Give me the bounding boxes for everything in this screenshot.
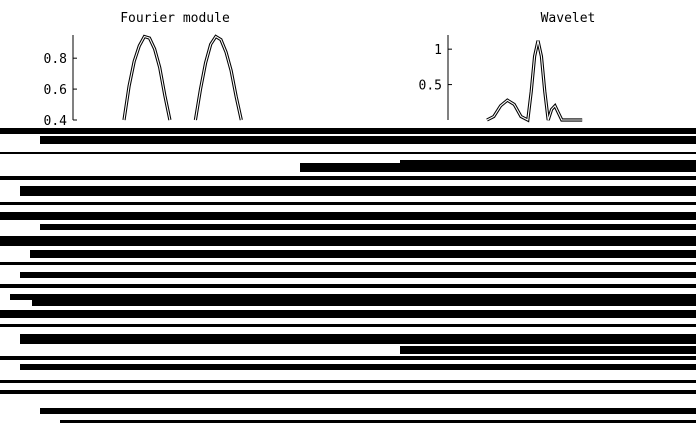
glitch-bar — [0, 176, 696, 180]
glitch-bar — [10, 294, 696, 306]
glitch-gap — [620, 258, 650, 261]
glitch-bar — [20, 186, 696, 196]
glitch-bar — [400, 346, 696, 354]
fourier-y-tick-label: 0.4 — [44, 114, 68, 129]
glitch-bar — [20, 272, 696, 278]
glitch-bar — [0, 236, 696, 246]
fourier-module-panel: Fourier module 0.8 0.6 0.4 — [44, 11, 243, 129]
wavelet-curves — [486, 40, 583, 123]
glitch-bar — [0, 356, 696, 360]
glitch-bar — [0, 152, 696, 154]
glitch-bar — [20, 364, 696, 370]
fourier-curves — [122, 34, 243, 121]
glitch-bar — [0, 324, 696, 327]
glitch-gap — [8, 300, 32, 308]
glitch-bar — [0, 284, 696, 288]
fourier-y-tick-label: 0.6 — [44, 83, 67, 98]
glitch-bar — [30, 250, 696, 258]
glitch-bar — [0, 390, 696, 394]
fourier-module-title: Fourier module — [120, 11, 230, 26]
wavelet-series-line-highlight — [486, 40, 583, 121]
wavelet-panel: Wavelet 10.5 — [419, 11, 596, 123]
glitch-gap — [300, 160, 400, 163]
glitch-bar — [0, 262, 696, 265]
glitch-bar — [40, 136, 696, 144]
fourier-y-ticks: 0.8 0.6 0.4 — [44, 52, 77, 129]
wavelet-y-tick-label: 0.5 — [419, 79, 442, 94]
fourier-series-line-highlight — [194, 35, 242, 121]
wavelet-series-line — [486, 40, 583, 123]
wavelet-y-ticks: 10.5 — [419, 43, 452, 94]
glitch-bar — [20, 334, 696, 344]
glitch-gap — [100, 166, 190, 169]
glitch-bar — [0, 128, 696, 134]
fourier-y-tick-label: 0.8 — [44, 52, 67, 67]
glitch-bar — [60, 420, 696, 423]
glitch-bar — [0, 380, 696, 383]
glitch-bar — [0, 212, 696, 220]
wavelet-y-tick-label: 1 — [434, 43, 442, 58]
wavelet-title: Wavelet — [541, 11, 596, 26]
corrupted-image-region — [0, 128, 696, 423]
glitch-bar — [40, 224, 696, 230]
glitch-bar — [40, 408, 696, 414]
glitch-gap — [8, 350, 38, 356]
glitch-bar — [0, 310, 696, 318]
glitch-bar — [0, 202, 696, 205]
fourier-series-line-highlight — [123, 35, 171, 121]
